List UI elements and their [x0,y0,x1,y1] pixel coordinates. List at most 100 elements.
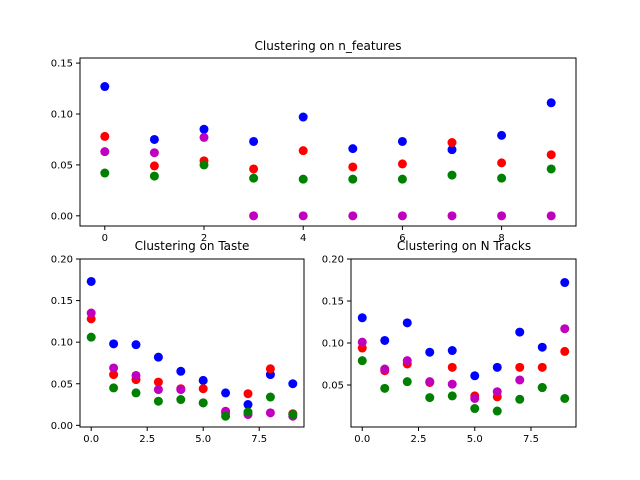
data-point [447,211,457,221]
data-point [176,366,186,376]
data-point [249,136,259,146]
data-point [109,370,119,380]
y-tick-label: 0.10 [322,339,344,350]
y-tick-label: 0.15 [51,59,73,70]
axes-frame [79,258,305,428]
data-point [298,174,308,184]
data-point [109,383,119,393]
subplot-n-tracks: Clustering on N Tracks 0.0 2.5 5.0 7.50.050… [322,239,577,446]
data-point [447,379,457,389]
data-point [298,211,308,221]
data-point [298,146,308,156]
data-point [546,150,556,160]
y-tick-label: 0.10 [51,110,73,121]
data-point [131,388,141,398]
data-point [397,159,407,169]
y-tick-label: 0.00 [51,211,73,222]
x-tick-label: 0 [102,233,108,244]
axes-frame [350,258,577,428]
data-point [153,396,163,406]
data-point [298,112,308,122]
data-point [380,364,390,374]
data-point [515,375,525,385]
y-tick-label: 0.00 [51,421,73,432]
data-point [425,347,435,357]
data-point [397,136,407,146]
data-point [199,160,209,170]
y-tick-label: 0.10 [51,338,73,349]
data-point [357,356,367,366]
data-point [288,379,298,389]
subplot-n-features: Clustering on n_features 0 2 4 6 8 0.00 0.05 0.… [51,39,577,244]
data-points [357,278,570,416]
x-tick-label: 2.5 [411,434,427,445]
data-point [497,158,507,168]
data-point [560,324,570,334]
data-point [546,164,556,174]
x-tick-label: 5.0 [467,434,483,445]
data-point [176,385,186,395]
data-point [515,394,525,404]
data-point [537,342,547,352]
data-point [199,132,209,142]
data-point [265,364,275,374]
data-point [537,362,547,372]
data-point [176,395,186,405]
data-point [515,327,525,337]
data-point [109,363,119,373]
data-point [149,134,159,144]
data-point [397,174,407,184]
data-points [100,82,556,221]
x-tick-label: 8 [498,233,504,244]
data-point [447,362,457,372]
data-point [560,346,570,356]
y-tick-label: 0.20 [322,255,344,266]
data-point [86,308,96,318]
data-point [199,124,209,134]
data-point [243,400,253,410]
data-point [249,164,259,174]
data-point [348,144,358,154]
data-point [447,346,457,356]
x-tick-label: 6 [399,233,405,244]
subplot-title: Clustering on n_features [255,39,402,53]
data-point [100,131,110,141]
x-tick-label: 2 [201,233,207,244]
data-point [153,352,163,362]
y-tick-label: 0.15 [51,296,73,307]
data-point [100,168,110,178]
data-point [249,173,259,183]
data-point [131,370,141,380]
data-point [149,148,159,158]
data-point [153,377,163,387]
x-tick-label: 7.5 [251,434,267,445]
data-point [402,377,412,387]
data-point [492,362,502,372]
axis-ticks: 0.0 2.5 5.0 7.5 0.05 0.10 0.15 0.20 [322,255,539,446]
y-tick-label: 0.15 [322,297,344,308]
data-point [546,98,556,108]
data-point [265,392,275,402]
y-tick-label: 0.05 [322,381,344,392]
data-point [492,387,502,397]
data-point [560,393,570,403]
data-point [357,337,367,347]
data-point [380,383,390,393]
data-point [357,313,367,323]
data-point [425,393,435,403]
data-point [153,385,163,395]
y-tick-label: 0.05 [51,160,73,171]
data-point [348,174,358,184]
data-point [447,170,457,180]
data-point [447,138,457,148]
data-point [198,398,208,408]
data-point [86,276,96,286]
data-point [497,173,507,183]
data-point [497,130,507,140]
data-point [425,377,435,387]
data-point [221,411,231,421]
data-point [198,375,208,385]
data-point [249,211,259,221]
